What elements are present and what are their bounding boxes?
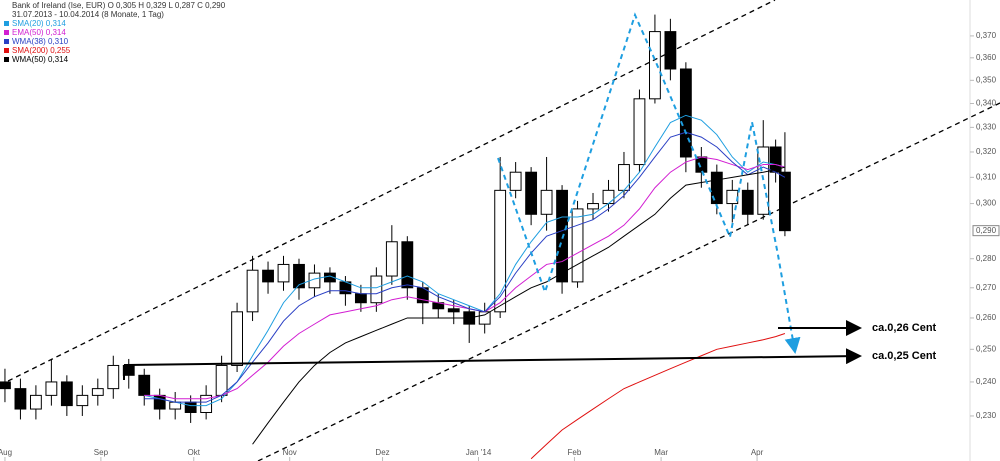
x-tick-label: Dez <box>375 448 389 457</box>
candle-body <box>138 374 151 396</box>
candle-body <box>679 68 692 158</box>
candle-body <box>76 394 89 407</box>
x-tick-label: Apr <box>751 448 764 457</box>
y-tick-label: 0,370 <box>976 31 997 40</box>
candle-body <box>60 381 73 407</box>
candle-body <box>215 364 228 396</box>
indicator-line <box>252 166 786 445</box>
indicator-line <box>530 333 786 460</box>
candle-body <box>726 189 739 205</box>
candle-body <box>45 381 58 396</box>
legend-icon <box>4 30 9 35</box>
candle-body <box>354 293 367 304</box>
y-tick-label: 0,230 <box>976 411 997 420</box>
candle-body <box>293 263 305 289</box>
x-tick-label: Feb <box>568 448 582 457</box>
y-tick-label: 0,300 <box>976 199 997 208</box>
candle-body <box>14 388 27 410</box>
candle-body <box>587 203 599 210</box>
y-tick-label: 0,360 <box>976 53 997 62</box>
candle-body <box>385 241 398 277</box>
target-arrow <box>123 348 862 366</box>
candle-body <box>231 311 244 366</box>
x-tick-label: Nov <box>283 448 297 457</box>
y-tick-label: 0,250 <box>976 344 997 353</box>
projection-line <box>497 12 801 354</box>
trend-line <box>257 102 1000 461</box>
x-tick-label: Sep <box>94 448 109 457</box>
candle-body <box>447 308 460 313</box>
x-tick-label: Jan '14 <box>466 448 492 457</box>
y-tick-label: 0,310 <box>976 172 997 181</box>
y-tick-label: 0,270 <box>976 283 997 292</box>
candle-body <box>308 272 321 289</box>
y-tick-label: 0,320 <box>976 147 997 156</box>
indicator-line <box>144 114 786 407</box>
candle-body <box>556 189 568 283</box>
price-marker-label: 0,290 <box>976 226 997 235</box>
legend-entry: SMA(200) 0,255 <box>12 46 71 55</box>
x-tick-label: Okt <box>188 448 201 457</box>
legend-icon <box>4 48 9 53</box>
candle-body <box>778 171 791 232</box>
legend-entry: WMA(38) 0,310 <box>12 37 69 46</box>
legend-icon <box>4 39 9 44</box>
legend-entry: SMA(20) 0,314 <box>12 19 66 28</box>
candle-body <box>540 189 553 215</box>
candle-body <box>107 364 120 390</box>
candle-body <box>153 394 166 410</box>
candle-body <box>246 269 259 313</box>
candle-body <box>478 311 491 325</box>
candle-body <box>649 31 661 100</box>
legend-icon <box>4 21 9 26</box>
chart-subtitle: 31.07.2013 - 10.04.2014 (8 Monate, 1 Tag… <box>12 10 164 19</box>
candle-body <box>494 189 507 313</box>
y-tick-label: 0,350 <box>976 75 997 84</box>
candle-body <box>200 394 213 413</box>
candle-body <box>401 241 414 289</box>
legend-icon <box>4 57 9 62</box>
candle-body <box>757 146 770 215</box>
candle-body <box>664 31 677 70</box>
candle-body <box>602 189 615 205</box>
candle-body <box>710 171 723 205</box>
annotation: ca.0,26 Cent <box>872 322 937 334</box>
candle-body <box>571 208 584 283</box>
y-tick-label: 0,280 <box>976 254 997 263</box>
chart-title: Bank of Ireland (Ise, EUR) O 0,305 H 0,3… <box>12 1 226 10</box>
candle-body <box>741 189 754 215</box>
plot-area <box>0 14 791 460</box>
candle-body <box>29 394 42 410</box>
trend-line <box>0 0 776 386</box>
candle-body <box>262 269 274 283</box>
y-tick-label: 0,240 <box>976 377 997 386</box>
x-tick-label: Aug <box>0 448 12 457</box>
candle-body <box>370 275 383 304</box>
y-tick-label: 0,340 <box>976 99 997 108</box>
price-marker <box>972 225 1000 237</box>
y-tick-label: 0,330 <box>976 122 997 131</box>
candle-body <box>91 388 104 396</box>
legend-entry: WMA(50) 0,314 <box>12 55 69 64</box>
candle-body <box>0 381 11 390</box>
x-tick-label: Mar <box>654 448 668 457</box>
candle-body <box>277 263 290 283</box>
candle-body <box>184 401 197 413</box>
legend-entry: EMA(50) 0,314 <box>12 28 66 37</box>
candle-body <box>633 98 646 166</box>
candle-body <box>695 156 708 173</box>
candle-body <box>509 171 522 191</box>
annotation: ca.0,25 Cent <box>872 350 937 362</box>
y-tick-label: 0,260 <box>976 313 997 322</box>
candle-body <box>525 171 538 215</box>
